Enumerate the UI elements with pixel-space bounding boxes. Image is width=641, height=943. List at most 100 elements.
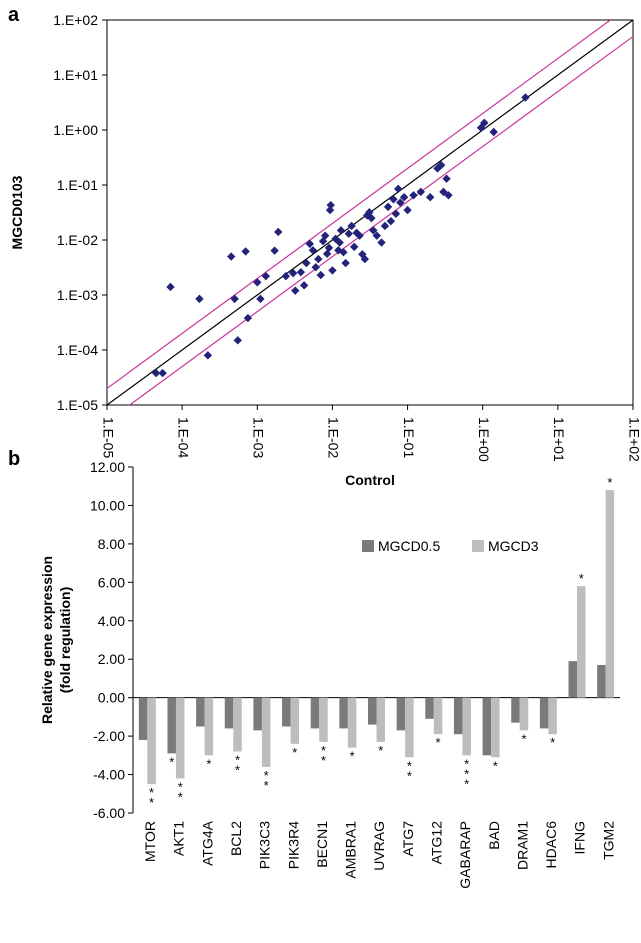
data-point bbox=[158, 368, 167, 378]
x-tick-label: 1.E+00 bbox=[476, 417, 492, 462]
scatter-chart: 1.E-05 1.E-04 1.E-03 1.E-02 1.E-01 1.E+00 1.E+… bbox=[9, 12, 641, 488]
y-tick-label: 10.00 bbox=[90, 497, 125, 513]
x-tick-label: 1.E-05 bbox=[100, 417, 116, 458]
bar-mgcd0-5-pik3r4 bbox=[282, 697, 291, 727]
data-point bbox=[243, 313, 253, 323]
category-label: UVRAG bbox=[371, 821, 387, 871]
bar-mgcd0-5-pik3c3 bbox=[253, 697, 262, 731]
x-tick-label: 1.E-04 bbox=[175, 417, 191, 458]
significance-marker: * bbox=[464, 776, 469, 791]
bar-mgcd3-gabarap bbox=[462, 697, 471, 756]
data-point bbox=[261, 271, 271, 281]
significance-marker: * bbox=[550, 735, 555, 750]
data-point bbox=[344, 229, 353, 238]
data-point bbox=[336, 226, 346, 235]
category-label: ATG7 bbox=[400, 821, 416, 857]
category-label: PIK3R4 bbox=[285, 821, 301, 869]
y-tick-label: 6.00 bbox=[98, 574, 125, 590]
reference-line-lower bbox=[128, 35, 633, 405]
significance-marker: * bbox=[149, 785, 154, 800]
y-tick-label: 2.00 bbox=[98, 651, 125, 667]
data-point bbox=[335, 238, 344, 247]
category-label: ATG12 bbox=[428, 821, 444, 865]
y-tick-label: 1.E-04 bbox=[57, 342, 98, 358]
data-point bbox=[151, 368, 161, 378]
significance-marker: * bbox=[407, 758, 412, 773]
bar-mgcd3-becn1 bbox=[319, 697, 328, 742]
panel-label-a: a bbox=[8, 4, 20, 26]
category-label: BECN1 bbox=[314, 821, 330, 868]
bar-mgcd0-5-dram1 bbox=[511, 697, 520, 723]
category-label: AMBRA1 bbox=[343, 821, 359, 879]
data-point bbox=[291, 286, 300, 295]
data-point bbox=[377, 238, 386, 247]
bar-mgcd3-atg12 bbox=[433, 697, 443, 735]
significance-marker: * bbox=[378, 743, 383, 758]
significance-marker: * bbox=[178, 789, 183, 804]
category-label: TGM2 bbox=[600, 821, 616, 860]
data-point bbox=[350, 242, 359, 252]
legend-swatch-mgcd0-5 bbox=[362, 540, 374, 552]
y-tick-label: 0.00 bbox=[98, 690, 125, 706]
data-point bbox=[314, 254, 323, 264]
bar-mgcd3-uvrag bbox=[376, 697, 385, 742]
data-point bbox=[521, 93, 530, 102]
bar-mgcd0-5-gabarap bbox=[453, 697, 463, 735]
y-axis-title-line-1: Relative gene expression bbox=[39, 556, 55, 724]
data-point bbox=[442, 174, 451, 183]
y-tick-label: 1.E+01 bbox=[53, 67, 98, 83]
bar-mgcd3-akt1 bbox=[175, 697, 185, 779]
bar-mgcd3-pik3r4 bbox=[290, 697, 300, 744]
data-point bbox=[360, 254, 370, 264]
data-point bbox=[326, 200, 335, 210]
data-point bbox=[393, 184, 403, 194]
significance-marker: * bbox=[464, 766, 469, 781]
data-point bbox=[316, 270, 325, 280]
category-label: BCL2 bbox=[228, 821, 244, 856]
bar-mgcd0-5-becn1 bbox=[310, 697, 320, 729]
data-point bbox=[339, 248, 348, 257]
data-point bbox=[355, 231, 364, 240]
data-point bbox=[166, 282, 175, 292]
data-point bbox=[439, 187, 448, 197]
significance-marker: * bbox=[264, 768, 269, 783]
bar-mgcd3-pik3c3 bbox=[261, 697, 271, 767]
data-point bbox=[288, 268, 298, 278]
data-point bbox=[367, 213, 376, 223]
bar-mgcd0-5-hdac6 bbox=[539, 697, 549, 729]
data-point bbox=[324, 243, 334, 253]
plot-frame bbox=[106, 19, 634, 406]
significance-marker: * bbox=[235, 762, 240, 777]
bar-mgcd0-5-akt1 bbox=[167, 697, 176, 754]
y-tick-label: 1.E+00 bbox=[53, 122, 98, 138]
bar-mgcd0-5-atg7 bbox=[396, 697, 406, 731]
significance-marker: * bbox=[493, 758, 498, 773]
data-point bbox=[203, 351, 213, 360]
data-point bbox=[389, 195, 398, 204]
data-point bbox=[347, 221, 356, 231]
data-point bbox=[409, 191, 418, 200]
data-point bbox=[444, 191, 453, 200]
data-point bbox=[391, 209, 401, 218]
bar-mgcd0-5-bcl2 bbox=[224, 697, 234, 729]
reference-line-identity bbox=[107, 20, 633, 405]
bar-mgcd0-5-tgm2 bbox=[597, 664, 606, 698]
data-point bbox=[270, 246, 279, 255]
x-tick-label: 1.E-01 bbox=[401, 417, 417, 458]
bar-mgcd0-5-atg12 bbox=[425, 697, 434, 719]
bar-mgcd3-atg4a bbox=[204, 697, 214, 756]
data-point bbox=[380, 221, 390, 231]
bar-mgcd3-mtor bbox=[147, 697, 156, 785]
y-tick-label: 12.00 bbox=[90, 459, 125, 475]
data-point bbox=[320, 231, 330, 240]
data-point bbox=[296, 267, 306, 277]
significance-marker: * bbox=[464, 756, 469, 771]
category-label: BAD bbox=[486, 821, 502, 850]
bar-mgcd3-bad bbox=[491, 697, 500, 758]
significance-marker: * bbox=[206, 756, 211, 771]
legend: MGCD0.5 MGCD3 bbox=[362, 538, 539, 554]
data-point bbox=[311, 263, 320, 272]
data-point bbox=[425, 193, 435, 202]
data-point bbox=[233, 336, 242, 345]
data-point bbox=[476, 123, 486, 132]
